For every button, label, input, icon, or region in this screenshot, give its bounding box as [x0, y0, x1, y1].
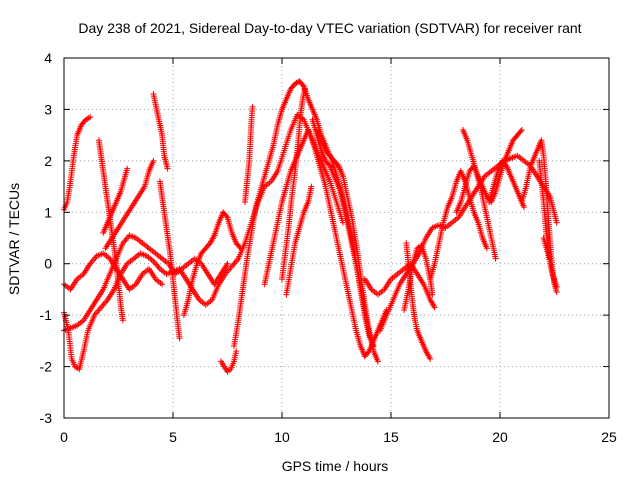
- x-tick-label: 10: [274, 429, 290, 445]
- chart-title: Day 238 of 2021, Sidereal Day-to-day VTE…: [78, 20, 581, 36]
- series-arc-8: [150, 91, 171, 172]
- plot-frame: [63, 57, 610, 419]
- series-arc-10: [180, 209, 244, 319]
- x-tick-label: 5: [169, 429, 177, 445]
- series-arc-23: [427, 168, 490, 283]
- series-markers: [150, 91, 171, 172]
- series-markers: [241, 103, 256, 205]
- series-markers: [540, 235, 560, 290]
- series-arc-14: [261, 127, 390, 360]
- series-arc-6: [100, 165, 131, 236]
- x-axis-label: GPS time / hours: [282, 458, 389, 474]
- series-arc-16: [283, 183, 315, 298]
- y-tick-label: 0: [44, 256, 52, 272]
- series-arc-28: [536, 157, 554, 262]
- series-markers: [100, 165, 131, 236]
- y-tick-label: -3: [40, 410, 53, 426]
- series-arc-27: [518, 137, 560, 295]
- y-tick-label: 1: [44, 204, 52, 220]
- y-tick-label: -1: [40, 307, 53, 323]
- series-markers: [403, 240, 434, 362]
- series-arc-29: [540, 235, 560, 290]
- series-markers: [518, 137, 560, 295]
- x-tick-label: 0: [60, 429, 68, 445]
- series-arc-9: [156, 178, 183, 342]
- x-tick-label: 20: [492, 429, 508, 445]
- series-arc-11: [218, 348, 240, 375]
- series-markers: [180, 209, 244, 319]
- series-markers: [283, 183, 315, 298]
- y-tick-label: -2: [40, 359, 53, 375]
- x-tick-label: 15: [383, 429, 399, 445]
- series-markers: [261, 127, 390, 360]
- series-markers: [279, 85, 308, 283]
- series-markers: [218, 348, 240, 375]
- series-markers: [313, 127, 381, 365]
- series-arc-15: [279, 85, 308, 283]
- series-markers: [459, 127, 499, 262]
- series-markers: [536, 157, 554, 262]
- y-axis-label: SDTVAR / TECUs: [6, 183, 22, 295]
- y-tick-label: 2: [44, 153, 52, 169]
- series-arc-7: [102, 157, 157, 252]
- series-arc-22: [403, 240, 434, 362]
- series-arc-18: [313, 127, 381, 365]
- axis-ticks: 0 5 10 15 20 25 -3 -2 -1 0 1 2 3 4: [40, 50, 617, 445]
- y-tick-label: 3: [44, 101, 52, 117]
- series-arc-25: [459, 127, 499, 262]
- series-arc-13: [241, 103, 256, 205]
- data-marks: [61, 78, 560, 375]
- series-markers: [156, 178, 183, 342]
- series-markers: [427, 168, 490, 283]
- x-tick-label: 25: [601, 429, 617, 445]
- series-markers: [102, 157, 157, 252]
- y-tick-label: 4: [44, 50, 52, 66]
